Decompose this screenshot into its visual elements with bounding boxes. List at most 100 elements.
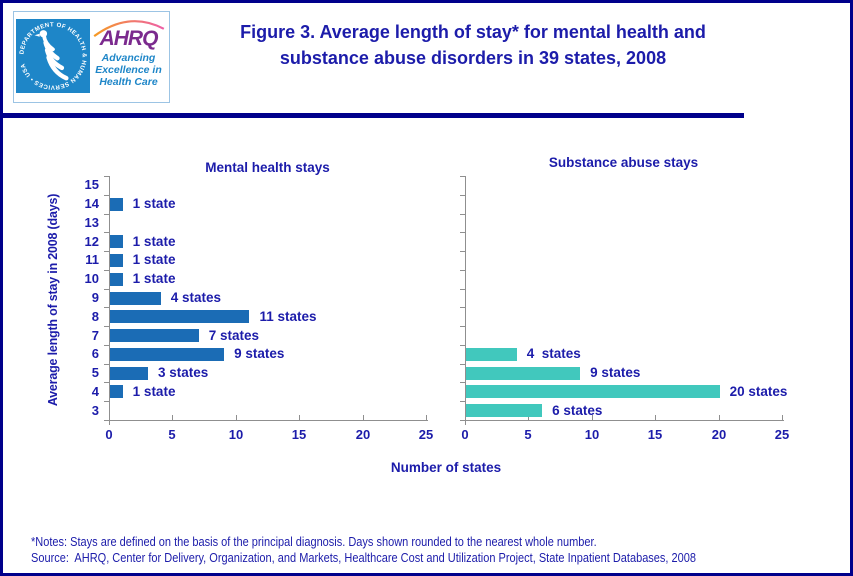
x-axis-tick [528,415,529,420]
hhs-seal-icon: DEPARTMENT OF HEALTH & HUMAN SERVICES • … [16,19,90,93]
bar-value-label: 11 states [259,308,317,324]
y-axis-tick [104,214,109,215]
y-tick-label: 13 [84,214,99,230]
bar [110,385,123,399]
y-axis-tick [104,364,109,365]
y-axis-tick [460,289,465,290]
ahrq-logo: DEPARTMENT OF HEALTH & HUMAN SERVICES • … [13,11,170,103]
x-tick-label: 15 [291,427,307,442]
footnotes: *Notes: Stays are defined on the basis o… [31,534,787,566]
figure-title-line2: substance abuse disorders in 39 states, … [279,48,667,68]
y-tick-label: 14 [84,196,99,212]
y-axis-tick [460,176,465,177]
y-axis-tick [104,176,109,177]
y-axis-line [465,176,466,425]
bar [110,272,123,286]
x-axis-title: Number of states [390,460,502,475]
bar-value-label: 3 states [158,365,209,381]
bar-value-label: 9 states [234,346,285,362]
bar-value-label: 7 states [208,327,260,343]
bar-value-label: 6 states [552,402,603,418]
y-tick-label: 4 [91,383,99,399]
bar [466,347,517,361]
y-axis-tick [460,251,465,252]
x-tick-label: 25 [418,427,434,442]
tagline-line: Health Care [99,76,158,88]
y-tick-label: 7 [91,327,99,343]
brand-name: AHRQ [99,27,159,50]
bar-value-label: 9 states [590,365,641,381]
x-axis-tick [782,415,783,420]
y-axis-tick [460,345,465,346]
bar [466,404,543,418]
bar-value-label: 1 state [132,252,176,268]
y-axis-tick [104,251,109,252]
header-divider [3,113,744,118]
x-tick-label: 10 [228,427,244,442]
y-axis-tick [460,195,465,196]
y-tick-label: 5 [91,365,99,381]
ahrq-brand-block: AHRQ Advancing Excellence in Health Care [90,14,167,100]
bar [466,385,720,399]
y-tick-label: 6 [91,346,99,362]
bar [110,329,199,343]
x-tick-label: 15 [647,427,663,442]
bar-value-label: 4 states [526,346,581,362]
bar [110,235,123,249]
plot-area: 0 5 10 15 20 25 15 14 1 state 13 12 1 state 11 1 stat… [85,176,433,442]
x-axis-tick [172,415,173,420]
bar-value-label: 1 state [132,271,176,287]
bar [466,366,581,380]
x-tick-label: 20 [355,427,371,442]
figure-title: Figure 3. Average length of stay* for me… [173,19,773,71]
y-axis-tick [104,420,109,421]
bar [110,197,123,211]
bar [110,347,225,361]
y-axis-tick [104,326,109,327]
y-tick-label: 10 [84,271,99,287]
y-axis-tick [460,326,465,327]
mental-health-chart: Mental health stays 0 5 10 15 20 25 15 14 1 stat… [85,160,434,442]
y-tick-label: 9 [91,290,99,305]
bar [110,310,250,324]
y-axis-tick [460,270,465,271]
x-tick-label: 5 [524,427,532,442]
x-tick-label: 0 [461,427,469,442]
substance-abuse-chart: Substance abuse stays 0 5 10 15 20 25 4 states… [460,155,789,442]
x-axis-line [109,420,428,421]
y-axis-tick [104,270,109,271]
bar [110,253,123,267]
bar-value-label: 1 state [132,196,176,212]
x-tick-label: 5 [168,427,176,442]
y-axis-tick [460,232,465,233]
notes-line: *Notes: Stays are defined on the basis o… [31,535,597,549]
y-axis-tick [460,214,465,215]
y-axis-tick [104,307,109,308]
x-tick-label: 0 [105,427,113,442]
y-axis-title: Average length of stay in 2008 (days) [46,193,60,407]
y-axis-tick [104,289,109,290]
x-axis-tick [719,415,720,420]
figure-title-line1: Figure 3. Average length of stay* for me… [240,22,706,42]
x-axis-tick [592,415,593,420]
bar [110,291,161,305]
bar-value-label: 1 state [132,383,176,399]
y-axis-tick [460,401,465,402]
y-axis-tick [104,195,109,196]
x-axis-tick [299,415,300,420]
bar-value-label: 1 state [132,233,176,249]
bar-value-label: 4 states [170,290,222,305]
chart-title: Mental health stays [205,160,330,175]
x-axis-line [465,420,784,421]
tagline-line: Advancing [101,52,156,64]
y-axis-tick [104,232,109,233]
y-axis-line [109,176,110,425]
brand-arc-icon [93,20,165,38]
y-tick-label: 8 [91,308,99,324]
y-axis-tick [460,420,465,421]
bar-value-label: 20 states [729,383,788,399]
plot-area: 0 5 10 15 20 25 4 states 9 states 20 states 6 sta… [460,176,789,442]
y-axis-tick [460,382,465,383]
y-axis-tick [460,364,465,365]
